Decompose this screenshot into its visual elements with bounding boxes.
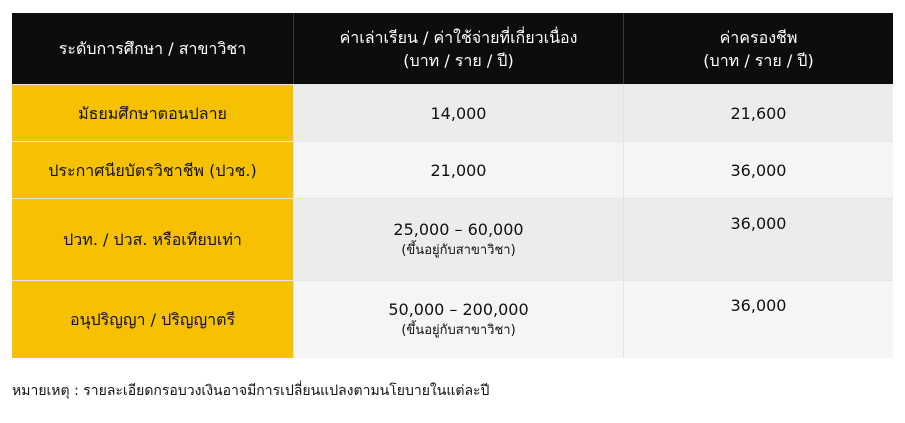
header-tuition: ค่าเล่าเรียน / ค่าใช้จ่ายที่เกี่ยวเนื่อง… — [293, 13, 623, 84]
header-living-cost-label: ค่าครองชีพ — [719, 27, 798, 47]
tuition-cell: 21,000 — [293, 141, 623, 198]
education-level: ปวท. / ปวส. หรือเทียบเท่า — [63, 230, 242, 249]
table-row: มัธยมศึกษาตอนปลาย 14,000 21,600 — [12, 84, 893, 141]
education-level: อนุปริญญา / ปริญญาตรี — [69, 310, 236, 329]
funding-table: ระดับการศึกษา / สาขาวิชา ค่าเล่าเรียน / … — [12, 13, 893, 358]
tuition-cell: 25,000 – 60,000 (ขึ้นอยู่กับสาขาวิชา) — [293, 198, 623, 280]
tuition-note: (ขึ้นอยู่กับสาขาวิชา) — [401, 243, 516, 258]
living-cost-cell: 21,600 — [623, 84, 893, 141]
living-cost-value: 21,600 — [730, 103, 787, 123]
header-tuition-unit: (บาท / ราย / ปี) — [403, 50, 514, 70]
tuition-cell: 14,000 — [293, 84, 623, 141]
living-cost-cell: 36,000 — [623, 280, 893, 358]
education-level-cell: ประกาศนียบัตรวิชาชีพ (ปวช.) — [12, 141, 293, 198]
living-cost-value: 36,000 — [730, 214, 787, 233]
living-cost-cell: 36,000 — [623, 141, 893, 198]
education-level-cell: มัธยมศึกษาตอนปลาย — [12, 84, 293, 141]
living-cost-cell: 36,000 — [623, 198, 893, 280]
education-level-cell: ปวท. / ปวส. หรือเทียบเท่า — [12, 198, 293, 280]
header-education-level: ระดับการศึกษา / สาขาวิชา — [12, 13, 293, 84]
header-tuition-label: ค่าเล่าเรียน / ค่าใช้จ่ายที่เกี่ยวเนื่อง — [339, 27, 578, 47]
footnote: หมายเหตุ : รายละเอียดกรอบวงเงินอาจมีการเ… — [12, 383, 490, 399]
tuition-cell: 50,000 – 200,000 (ขึ้นอยู่กับสาขาวิชา) — [293, 280, 623, 358]
header-living-cost: ค่าครองชีพ (บาท / ราย / ปี) — [623, 13, 893, 84]
header-living-cost-unit: (บาท / ราย / ปี) — [703, 50, 814, 70]
table-header-row: ระดับการศึกษา / สาขาวิชา ค่าเล่าเรียน / … — [12, 13, 893, 84]
table-row: ประกาศนียบัตรวิชาชีพ (ปวช.) 21,000 36,00… — [12, 141, 893, 198]
education-level-cell: อนุปริญญา / ปริญญาตรี — [12, 280, 293, 358]
living-cost-value: 36,000 — [730, 160, 787, 180]
header-education-level-label: ระดับการศึกษา / สาขาวิชา — [58, 39, 247, 58]
tuition-value: 14,000 — [430, 103, 487, 123]
table-row: อนุปริญญา / ปริญญาตรี 50,000 – 200,000 (… — [12, 280, 893, 358]
table-row: ปวท. / ปวส. หรือเทียบเท่า 25,000 – 60,00… — [12, 198, 893, 280]
tuition-value: 50,000 – 200,000 — [388, 300, 529, 319]
tuition-value: 25,000 – 60,000 — [393, 220, 524, 239]
education-level: ประกาศนียบัตรวิชาชีพ (ปวช.) — [48, 160, 257, 180]
tuition-note: (ขึ้นอยู่กับสาขาวิชา) — [401, 323, 516, 338]
tuition-value: 21,000 — [430, 160, 487, 180]
living-cost-value: 36,000 — [730, 296, 787, 315]
education-level: มัธยมศึกษาตอนปลาย — [78, 103, 227, 123]
